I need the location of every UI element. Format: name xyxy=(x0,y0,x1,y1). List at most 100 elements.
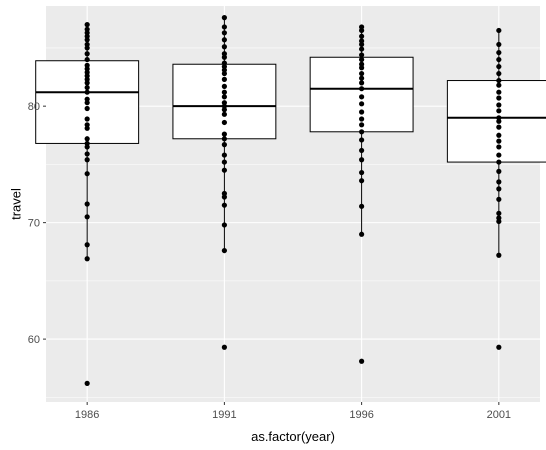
data-point xyxy=(84,26,90,32)
data-point xyxy=(496,115,502,121)
data-point xyxy=(221,167,227,173)
data-point xyxy=(84,242,90,248)
data-point xyxy=(496,102,502,108)
data-point xyxy=(359,75,365,81)
y-tick-label: 80 xyxy=(28,101,40,113)
data-point xyxy=(221,37,227,43)
data-point xyxy=(359,52,365,58)
data-point xyxy=(496,56,502,63)
data-point xyxy=(221,30,227,36)
data-point xyxy=(221,89,227,95)
data-point xyxy=(84,51,90,57)
data-point xyxy=(84,136,90,142)
data-point xyxy=(84,171,90,177)
data-point xyxy=(496,186,502,192)
data-point xyxy=(359,61,365,67)
data-point xyxy=(496,82,502,88)
data-point xyxy=(84,380,90,386)
data-point xyxy=(221,44,227,50)
data-point xyxy=(221,344,227,350)
data-point xyxy=(359,94,365,100)
data-point xyxy=(221,222,227,228)
data-point xyxy=(84,122,90,128)
data-point xyxy=(221,152,227,158)
x-axis-title: as.factor(year) xyxy=(251,429,335,444)
data-point xyxy=(496,210,502,216)
data-point xyxy=(496,27,502,34)
data-point xyxy=(359,70,365,77)
data-point xyxy=(359,147,365,154)
x-tick-label: 2001 xyxy=(487,409,511,421)
data-point xyxy=(359,56,365,63)
data-point xyxy=(221,94,227,100)
data-point xyxy=(221,131,227,137)
data-point xyxy=(359,137,365,143)
data-point xyxy=(496,179,502,185)
data-point xyxy=(496,215,502,221)
data-point xyxy=(496,168,502,174)
data-point xyxy=(496,95,502,101)
data-point xyxy=(221,60,227,66)
data-point xyxy=(496,49,502,56)
data-point xyxy=(84,62,90,68)
data-point xyxy=(359,33,365,39)
y-axis-title: travel xyxy=(9,188,24,220)
data-point xyxy=(84,84,90,91)
data-point xyxy=(221,111,227,117)
data-point xyxy=(84,201,90,207)
data-point xyxy=(84,96,90,102)
data-point xyxy=(496,124,502,130)
data-point xyxy=(496,344,502,350)
data-point xyxy=(359,231,365,237)
data-point xyxy=(496,196,502,202)
grid-minor xyxy=(46,47,540,398)
data-point xyxy=(221,247,227,254)
data-point xyxy=(221,24,227,30)
data-point xyxy=(496,252,502,258)
data-point xyxy=(496,63,502,70)
data-point xyxy=(496,159,502,165)
x-tick-label: 1991 xyxy=(212,409,236,421)
data-point xyxy=(359,178,365,184)
data-point xyxy=(84,22,90,28)
x-tick-label: 1986 xyxy=(75,409,99,421)
data-point xyxy=(221,119,227,126)
data-point xyxy=(496,41,502,48)
data-point xyxy=(221,136,227,142)
data-point xyxy=(359,129,365,135)
data-point xyxy=(359,24,365,30)
data-point xyxy=(84,89,90,95)
data-point xyxy=(221,100,227,106)
data-point xyxy=(84,56,90,63)
data-point xyxy=(496,152,502,158)
data-points xyxy=(84,15,502,386)
data-point xyxy=(221,51,227,57)
data-point xyxy=(496,89,502,95)
data-point xyxy=(221,15,227,21)
data-point xyxy=(221,190,227,197)
data-point xyxy=(359,80,365,86)
data-point xyxy=(84,105,90,112)
data-point xyxy=(496,138,502,144)
data-point xyxy=(359,157,365,163)
data-point xyxy=(221,159,227,165)
data-point xyxy=(221,202,227,208)
data-point xyxy=(496,108,502,114)
data-point xyxy=(84,157,90,163)
data-point xyxy=(359,86,365,92)
data-point xyxy=(359,38,365,44)
y-axis: 60 70 80 xyxy=(28,101,46,346)
data-point xyxy=(84,116,90,122)
data-point xyxy=(221,76,227,82)
data-point xyxy=(496,77,502,84)
data-point xyxy=(84,151,90,157)
data-point xyxy=(359,122,365,128)
data-point xyxy=(359,358,365,364)
y-tick-label: 60 xyxy=(28,334,40,346)
data-point xyxy=(221,83,227,89)
data-point xyxy=(496,144,502,150)
data-point xyxy=(221,142,227,148)
data-point xyxy=(84,214,90,220)
data-point xyxy=(496,132,502,138)
